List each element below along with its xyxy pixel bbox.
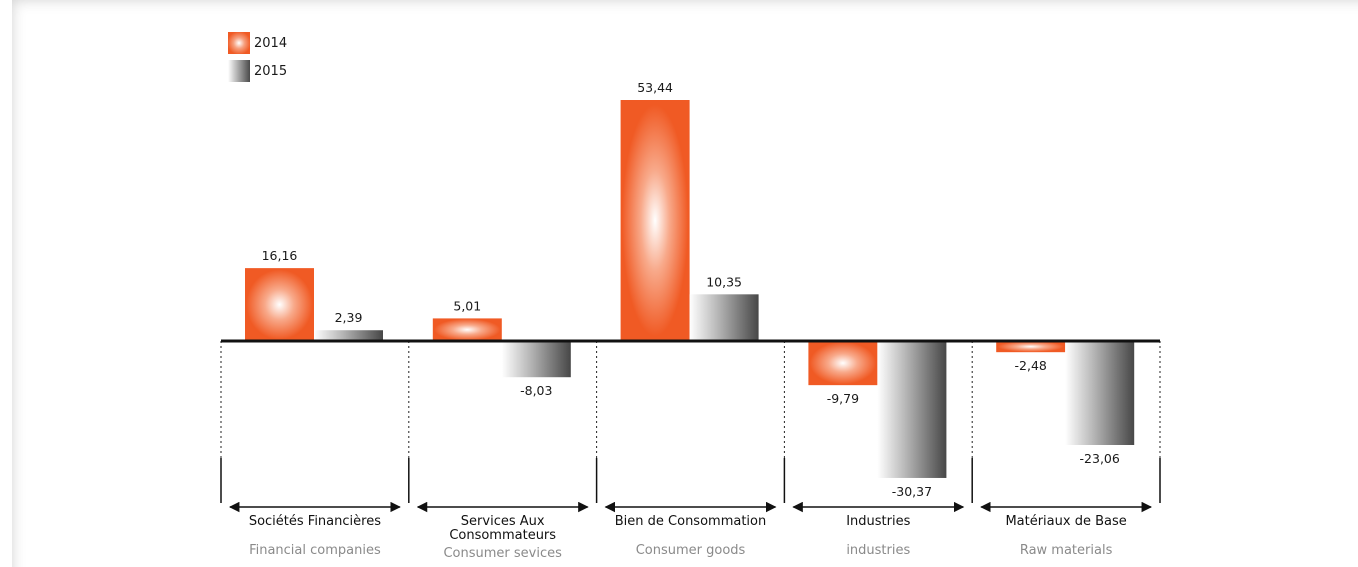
data-label-2014-2: 53,44	[637, 80, 673, 95]
data-label-2015-4: -23,06	[1080, 451, 1120, 466]
data-label-2015-3: -30,37	[892, 484, 932, 499]
legend-label-2014: 2014	[254, 35, 288, 51]
legend-item-2015: 2015	[228, 60, 287, 82]
bar-2014-1	[432, 318, 502, 341]
data-label-2015-1: -8,03	[520, 383, 552, 398]
category-label-en-0: Financial companies	[249, 543, 381, 558]
bar-2014-4	[996, 341, 1066, 353]
data-label-2014-4: -2,48	[1015, 358, 1047, 373]
category-label-en-4: Raw materials	[1020, 543, 1113, 558]
legend-swatch-2014	[228, 32, 250, 54]
data-label-2014-0: 16,16	[262, 248, 298, 263]
category-label-2: Bien de Consommation	[615, 514, 766, 529]
data-label-2014-3: -9,79	[827, 391, 859, 406]
bar-2015-1	[501, 341, 571, 378]
category-label-3: Industries	[846, 514, 910, 529]
data-label-2015-2: 10,35	[706, 274, 742, 289]
bar-2015-0	[314, 330, 383, 341]
category-label-en-3: industries	[846, 543, 910, 558]
bar-2015-4	[1065, 341, 1135, 445]
bar-2014-0	[245, 268, 314, 341]
legend-item-2014: 2014	[228, 32, 287, 54]
bar-2014-3	[808, 341, 878, 386]
legend: 2014 2015	[228, 32, 287, 88]
legend-label-2015: 2015	[254, 63, 288, 79]
bar-2015-3	[877, 341, 947, 478]
legend-swatch-2015	[228, 60, 250, 82]
category-label-4: Matériaux de Base	[1005, 514, 1126, 529]
data-label-2014-1: 5,01	[453, 298, 481, 313]
data-label-2015-0: 2,39	[335, 310, 363, 325]
category-label-1: Services Aux Consommateurs	[449, 514, 556, 543]
category-label-0: Sociétés Financières	[249, 514, 381, 529]
category-label-en-1: Consumer sevices	[443, 546, 562, 561]
bar-2015-2	[689, 294, 759, 341]
bar-2014-2	[620, 100, 690, 341]
category-label-en-2: Consumer goods	[636, 543, 746, 558]
